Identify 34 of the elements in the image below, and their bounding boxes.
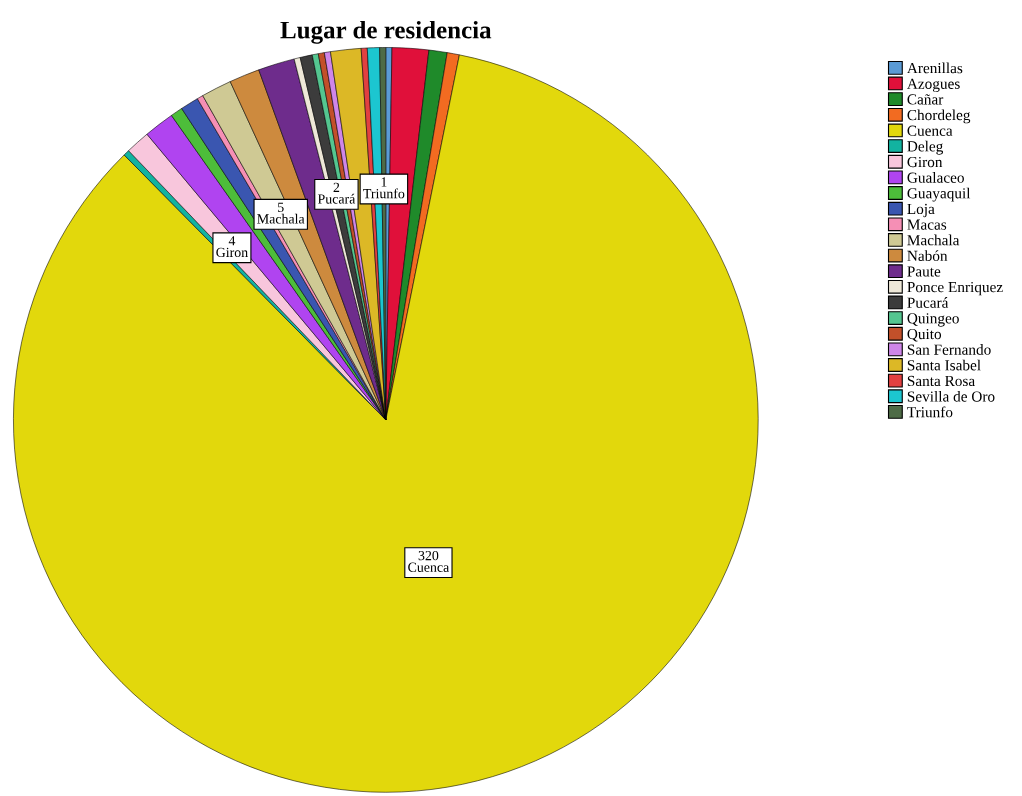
legend-label: San Fernando [907,344,991,355]
legend-label: Triunfo [363,188,405,199]
legend-label: Quito [907,328,942,342]
legend-label: Gualaceo [907,172,964,183]
data-label: 2 [333,182,340,192]
legend-label: Deleg [907,140,944,155]
legend-label: Santa Rosa [907,375,975,387]
slice-label: Cuenca [408,562,450,572]
slice-label: Pucará [317,193,356,204]
legend-label: Arenillas [906,62,963,74]
data-label: 5 [278,202,284,212]
slice-label: Machala [257,213,305,224]
legend-label: Macas [907,219,947,230]
legend-label: Pucará [907,297,949,308]
legend-label: Paute [907,266,941,277]
legend-label: Cañar [907,94,944,105]
category-label: Triunfo [907,406,953,418]
data-label: 4 [228,236,236,246]
legend-label: Azogues [906,78,960,93]
legend-label: Giron [907,156,943,168]
legend-label: Loja [907,203,935,218]
chart-title: Lugar de residencia [280,20,492,44]
legend-label: Guayaquil [907,187,971,202]
legend-label: Quingeo [907,313,959,327]
legend-label: Sevilla de Oro [907,390,995,402]
legend-label: Machala [907,234,960,246]
legend-label: Ponce Enriquez [907,281,1003,296]
legend-label: Cuenca [907,125,953,136]
slice-label: Giron [216,247,248,258]
data-label: 1 [381,177,387,187]
legend-label: Nabón [907,250,948,261]
legend-label: Chordeleg [907,109,971,124]
data-label: 320 [418,550,439,561]
legend-label: Santa Isabel [907,359,981,371]
